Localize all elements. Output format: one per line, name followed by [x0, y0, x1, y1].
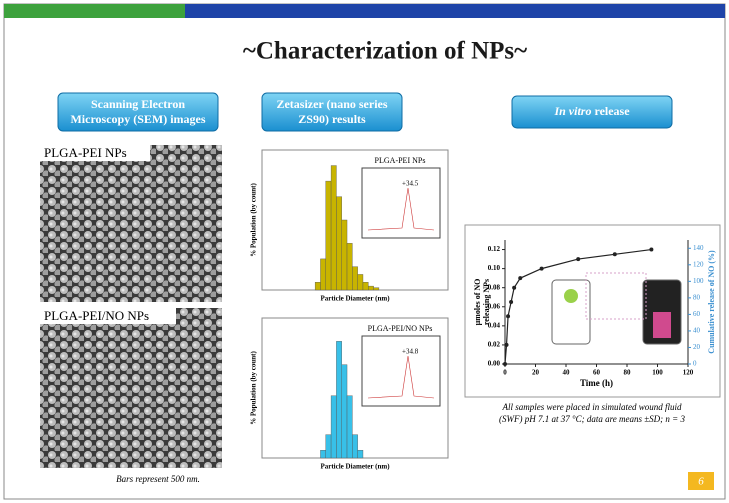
slide: ~Characterization of NPs~ Scanning Elect…	[0, 0, 729, 503]
y-tick-label: 0.10	[488, 264, 501, 272]
sem-caption: Bars represent 500 nm.	[116, 474, 200, 484]
y-tick-label: 0.00	[488, 360, 501, 368]
bar	[347, 396, 352, 458]
sem-image	[40, 308, 222, 468]
footnote: All samples were placed in simulated wou…	[502, 402, 682, 412]
x-axis-label: Particle Diameter (nm)	[320, 463, 390, 471]
sem-label: PLGA-PEI NPs	[44, 145, 127, 160]
y2-tick-label: 20	[693, 343, 701, 351]
x-tick-label: 0	[503, 369, 507, 377]
y2-tick-label: 0	[693, 360, 697, 368]
y-axis-label: % Population (by count)	[250, 182, 258, 256]
x-tick-label: 80	[624, 369, 632, 377]
y2-tick-label: 40	[693, 327, 701, 335]
bar	[326, 435, 331, 458]
inset	[362, 336, 440, 406]
y-axis-label: releasing NPs	[482, 279, 491, 325]
bar	[352, 435, 357, 458]
bar	[342, 365, 347, 458]
bar	[368, 286, 373, 290]
inset-value: +34.5	[402, 180, 419, 188]
header-text: Microscopy (SEM) images	[70, 112, 205, 126]
x-tick-label: 120	[683, 369, 694, 377]
point	[613, 252, 617, 256]
bar	[342, 220, 347, 290]
inset-value: +34.8	[402, 348, 419, 356]
bar	[336, 197, 341, 290]
x-tick-label: 60	[593, 369, 601, 377]
y-tick-label: 0.02	[488, 341, 501, 349]
inset-title: PLGA-PEI/NO NPs	[368, 324, 433, 333]
bar	[320, 450, 325, 458]
header-text: ZS90) results	[298, 112, 366, 126]
point	[576, 257, 580, 261]
x-tick-label: 100	[652, 369, 663, 377]
y-axis-label: µmoles of NO	[473, 279, 482, 326]
vial-liquid	[653, 312, 671, 338]
point	[509, 300, 513, 304]
x-tick-label: 20	[532, 369, 540, 377]
bar	[374, 288, 379, 290]
sem-image	[40, 145, 222, 302]
top-bar-green	[4, 4, 185, 18]
bar	[352, 267, 357, 290]
bar	[331, 396, 336, 458]
header-text: In vitro release	[553, 104, 630, 118]
point	[506, 314, 510, 318]
y2-tick-label: 80	[693, 293, 701, 301]
y2-axis-label: Cumulative release of NO (%)	[707, 250, 716, 354]
header-rest: release	[591, 104, 630, 118]
page-number: 6	[698, 476, 704, 488]
point	[512, 286, 516, 290]
bar	[320, 259, 325, 290]
point	[518, 276, 522, 280]
bar	[347, 243, 352, 290]
y2-tick-label: 120	[693, 260, 704, 268]
x-tick-label: 40	[563, 369, 571, 377]
title: ~Characterization of NPs~	[243, 38, 527, 65]
vial-cap	[564, 289, 578, 303]
bar	[363, 282, 368, 290]
point	[505, 343, 509, 347]
bar	[326, 181, 331, 290]
header-italic: In vitro	[553, 104, 591, 118]
point	[649, 248, 653, 252]
inset	[362, 168, 440, 238]
bar	[336, 341, 341, 458]
bar	[315, 282, 320, 290]
y2-tick-label: 140	[693, 244, 704, 252]
top-bar-blue	[185, 4, 725, 18]
y2-tick-label: 60	[693, 310, 701, 318]
x-axis-label: Particle Diameter (nm)	[320, 295, 390, 303]
inset-title: PLGA-PEI NPs	[375, 156, 426, 165]
footnote: (SWF) pH 7.1 at 37 °C; data are means ±S…	[499, 414, 686, 424]
x-axis-label: Time (h)	[580, 378, 613, 388]
header-text: Zetasizer (nano series	[276, 97, 387, 111]
header-text: Scanning Electron	[91, 97, 185, 111]
y2-tick-label: 100	[693, 277, 704, 285]
bar	[358, 450, 363, 458]
bar	[358, 274, 363, 290]
point	[503, 362, 507, 366]
point	[540, 267, 544, 271]
y-axis-label: % Population (by count)	[250, 350, 258, 424]
bar	[331, 166, 336, 290]
sem-label: PLGA-PEI/NO NPs	[44, 308, 149, 323]
y-tick-label: 0.12	[488, 245, 501, 253]
